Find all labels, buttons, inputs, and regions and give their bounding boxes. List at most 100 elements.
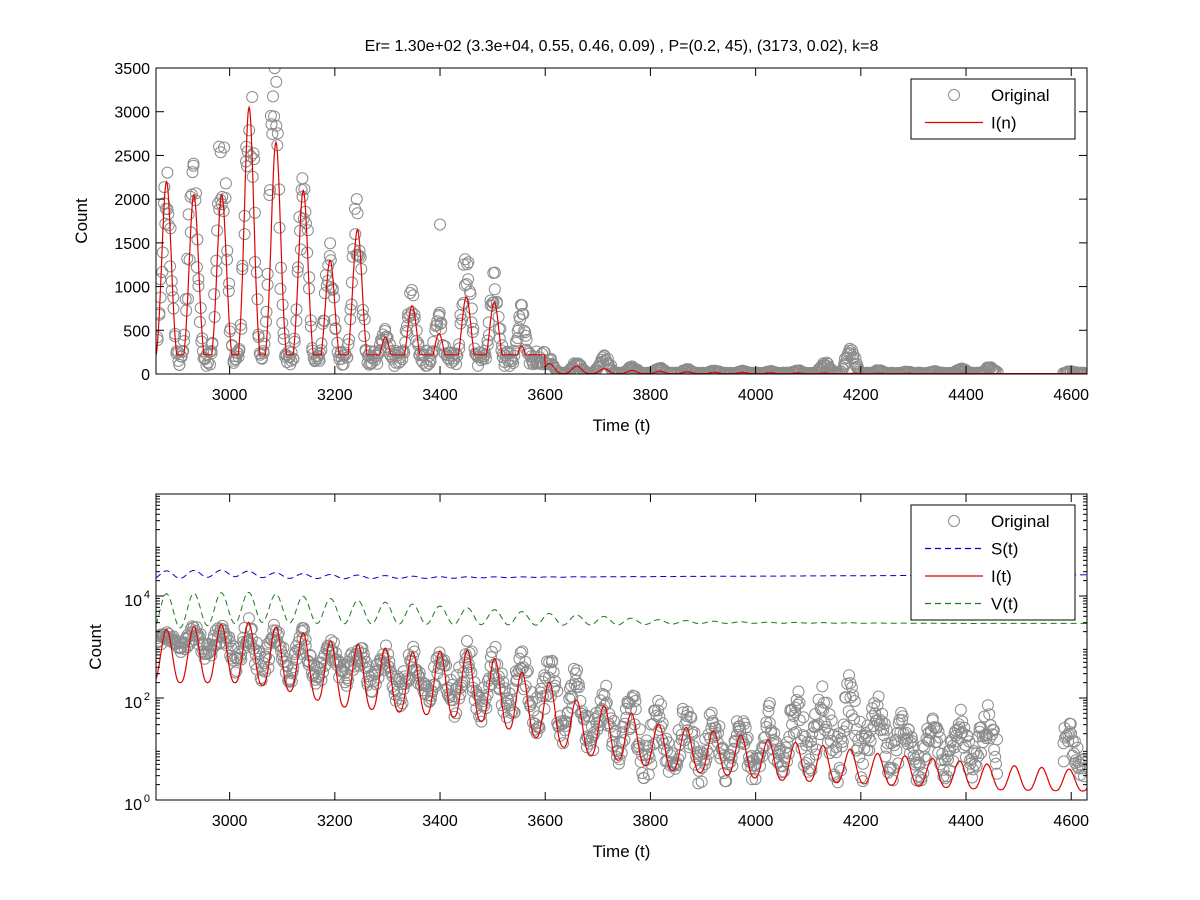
data-point [250, 266, 263, 279]
x-tick-label: 4000 [738, 387, 774, 404]
data-point [629, 703, 642, 716]
data-point [259, 665, 272, 678]
data-point [660, 732, 673, 745]
legend-label: Original [991, 512, 1050, 531]
data-point [435, 322, 448, 335]
data-point [270, 75, 283, 88]
data-point [178, 335, 190, 348]
data-point [246, 91, 259, 103]
legend-box [910, 504, 1076, 621]
data-point [175, 350, 188, 363]
data-point [161, 203, 174, 216]
data-point [697, 747, 710, 760]
data-point [1076, 754, 1087, 767]
data-point [904, 365, 917, 374]
data-point [847, 689, 860, 702]
data-point [394, 351, 407, 364]
data-point [324, 237, 337, 250]
data-point [918, 741, 931, 754]
data-point [347, 243, 360, 256]
data-point [489, 640, 502, 653]
data-point [691, 752, 704, 765]
data-point [961, 729, 973, 742]
legend-item: I(n) [925, 114, 1017, 133]
data-point [726, 760, 739, 773]
data-point [845, 681, 858, 694]
y-tick-label: 1000 [114, 280, 150, 297]
data-point [193, 316, 206, 328]
data-point [682, 363, 695, 374]
data-point [990, 757, 1002, 770]
data-point [756, 750, 769, 763]
data-point [345, 276, 358, 289]
data-point [273, 221, 286, 234]
data-point [906, 735, 919, 748]
data-point [972, 750, 985, 763]
data-point [519, 326, 532, 339]
data-point [747, 753, 760, 766]
data-point [855, 729, 868, 742]
data-point [498, 685, 511, 698]
data-point [369, 678, 382, 691]
data-point [243, 49, 254, 60]
series-line [156, 105, 1087, 374]
data-point [699, 732, 712, 745]
data-point [468, 676, 481, 689]
data-point [402, 308, 415, 321]
data-point [849, 352, 862, 365]
data-point [626, 692, 639, 704]
data-point [844, 691, 857, 704]
data-point [600, 679, 613, 692]
data-point [294, 243, 307, 256]
x-tick-label: 4600 [1053, 387, 1089, 404]
data-point [872, 690, 885, 703]
data-point [763, 717, 776, 729]
data-point [602, 717, 615, 730]
data-point [450, 358, 463, 371]
data-point [840, 720, 853, 733]
data-point [805, 764, 818, 777]
data-point [580, 730, 593, 743]
data-point [477, 350, 490, 363]
data-point [988, 364, 1001, 374]
data-point [959, 739, 972, 752]
y-tick-label: 3500 [114, 61, 150, 78]
data-point [451, 349, 464, 362]
data-point [342, 674, 355, 686]
data-point [358, 330, 371, 343]
data-point [989, 365, 1002, 374]
data-point [970, 747, 983, 760]
data-point [797, 711, 810, 724]
data-point [407, 289, 420, 302]
data-point [329, 323, 342, 335]
legend-label: S(t) [991, 540, 1018, 559]
data-point [453, 342, 466, 355]
data-point [357, 647, 370, 660]
data-point [833, 761, 846, 774]
data-point [221, 244, 234, 257]
data-point [881, 737, 894, 750]
data-point [853, 365, 866, 374]
data-point [587, 744, 600, 757]
data-point [165, 284, 178, 297]
legend: Original S(t) I(t) V(t) [910, 504, 1076, 621]
legend-marker [948, 89, 960, 101]
data-point [856, 775, 869, 788]
data-point [205, 347, 218, 360]
data-point [650, 736, 662, 749]
data-point [653, 710, 666, 723]
data-point [517, 308, 530, 320]
data-point [173, 358, 186, 371]
data-point [1070, 366, 1083, 374]
data-point [645, 758, 658, 771]
data-point [746, 773, 758, 786]
x-tick-label: 3200 [317, 387, 353, 404]
data-point [1076, 762, 1087, 775]
data-point [434, 317, 447, 330]
data-point [792, 685, 805, 698]
data-point [519, 329, 532, 342]
data-point [981, 699, 994, 712]
data-point [260, 315, 272, 328]
data-point [686, 728, 698, 741]
